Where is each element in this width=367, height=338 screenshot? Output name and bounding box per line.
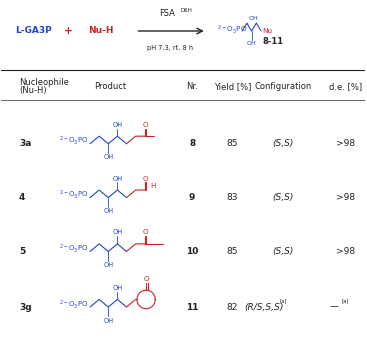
Text: 85: 85 [226, 247, 238, 256]
Text: $^{2-}$O$_3$PO: $^{2-}$O$_3$PO [59, 298, 89, 311]
Text: OH: OH [103, 262, 113, 268]
Text: OH: OH [112, 285, 123, 291]
Text: +: + [64, 26, 73, 36]
Text: $^{2-}$O$_3$PO: $^{2-}$O$_3$PO [59, 243, 89, 255]
Text: Nr.: Nr. [186, 82, 198, 91]
Text: Nu: Nu [262, 28, 272, 34]
Text: OH: OH [112, 122, 123, 128]
Text: $^{2-}$O$_3$PO: $^{2-}$O$_3$PO [59, 189, 89, 201]
Text: OH: OH [103, 208, 113, 214]
Text: 82: 82 [226, 303, 238, 312]
Text: OH: OH [249, 16, 259, 21]
Text: —: — [330, 303, 339, 312]
Text: >98: >98 [336, 193, 355, 202]
Text: 85: 85 [226, 139, 238, 148]
Text: D6H: D6H [180, 8, 192, 13]
Text: (S,S): (S,S) [273, 139, 294, 148]
Text: O: O [143, 230, 148, 236]
Text: Configuration: Configuration [255, 82, 312, 91]
Text: 11: 11 [186, 303, 199, 312]
Text: (S,S): (S,S) [273, 193, 294, 202]
Text: OH: OH [103, 154, 113, 160]
Text: 3a: 3a [19, 139, 31, 148]
Text: 83: 83 [226, 193, 238, 202]
Text: Nucleophile: Nucleophile [19, 78, 69, 87]
Text: Nu-H: Nu-H [88, 26, 114, 35]
Text: 8-11: 8-11 [262, 38, 283, 46]
Text: 3g: 3g [19, 303, 32, 312]
Text: >98: >98 [336, 247, 355, 256]
Text: (S,S): (S,S) [273, 247, 294, 256]
Text: OH: OH [112, 230, 123, 236]
Text: O: O [144, 276, 150, 282]
Text: (Nu-H): (Nu-H) [19, 87, 47, 95]
Text: 5: 5 [19, 247, 25, 256]
Text: O: O [143, 122, 148, 128]
Text: d.e. [%]: d.e. [%] [329, 82, 362, 91]
Text: OH: OH [103, 317, 113, 323]
Text: H: H [150, 183, 156, 189]
Text: 4: 4 [19, 193, 25, 202]
Text: $^{2-}$O$_3$PO: $^{2-}$O$_3$PO [59, 135, 89, 147]
Text: $^{2-}$O$_3$PO: $^{2-}$O$_3$PO [217, 23, 247, 35]
Text: L-GA3P: L-GA3P [15, 26, 52, 35]
Text: O: O [143, 176, 148, 182]
Text: ): ) [280, 303, 284, 312]
Text: FSA: FSA [159, 9, 175, 18]
Text: 10: 10 [186, 247, 198, 256]
Text: 8: 8 [189, 139, 195, 148]
Text: OH: OH [247, 41, 257, 46]
Text: Product: Product [94, 82, 126, 91]
Text: 9: 9 [189, 193, 195, 202]
Text: [a]: [a] [342, 298, 349, 304]
Text: (R/S,S,S: (R/S,S,S [244, 303, 280, 312]
Text: Yield [%]: Yield [%] [214, 82, 251, 91]
Text: >98: >98 [336, 139, 355, 148]
Text: pH 7.3, rt. 8 h: pH 7.3, rt. 8 h [147, 45, 193, 51]
Text: OH: OH [112, 176, 123, 182]
Text: [a]: [a] [280, 298, 287, 304]
